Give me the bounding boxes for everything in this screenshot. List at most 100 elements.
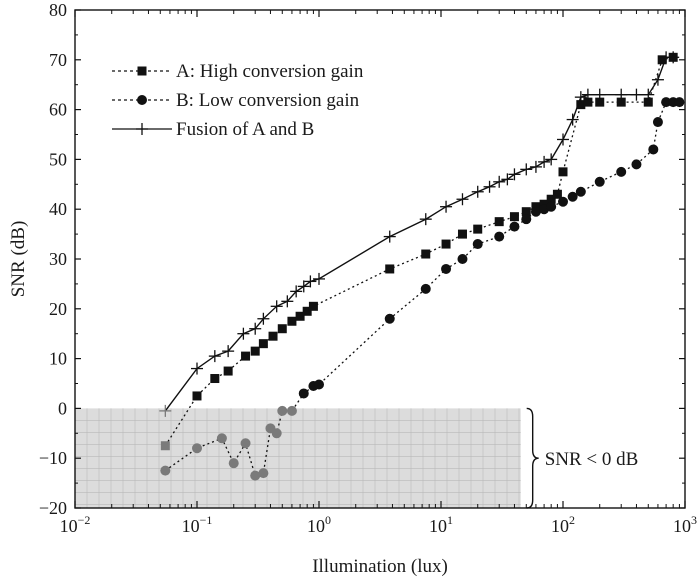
square-marker	[546, 194, 556, 204]
square-marker	[509, 212, 519, 222]
y-axis-title: SNR (dB)	[8, 221, 29, 298]
plus-marker	[290, 285, 303, 298]
plus-marker	[281, 295, 294, 308]
square-marker	[250, 346, 260, 356]
y-tick-label: −20	[39, 498, 67, 518]
x-axis-title: Illumination (lux)	[312, 556, 448, 577]
square-marker	[457, 229, 467, 239]
data-series	[159, 51, 685, 481]
circle-marker	[648, 144, 659, 155]
circle-marker	[298, 388, 309, 399]
plus-marker	[493, 175, 506, 188]
plus-marker	[642, 88, 655, 101]
plus-marker	[249, 322, 262, 335]
snr-annotation: SNR < 0 dB	[526, 407, 639, 509]
circle-marker	[240, 438, 251, 449]
legend-label: Fusion of A and B	[176, 119, 314, 140]
plus-marker	[508, 168, 521, 181]
square-marker	[521, 207, 531, 217]
circle-marker	[271, 428, 282, 439]
annotation-label: SNR < 0 dB	[545, 449, 639, 470]
y-tick-label: 70	[49, 50, 67, 70]
circle-marker	[594, 176, 605, 187]
circle-marker	[250, 470, 261, 481]
circle-marker	[567, 191, 578, 202]
x-tick-label: 100	[307, 513, 331, 536]
annotation-bracket	[526, 407, 539, 509]
circle-marker	[494, 231, 505, 242]
x-tick-label: 102	[551, 513, 575, 536]
y-tick-label: 60	[49, 100, 67, 120]
legend-item: B: Low conversion gain	[112, 90, 360, 111]
square-marker	[473, 224, 483, 234]
square-marker	[302, 306, 312, 316]
plus-marker	[304, 275, 317, 288]
y-tick-label: −10	[39, 448, 67, 468]
plus-marker	[667, 51, 680, 64]
series-square	[160, 52, 678, 451]
circle-marker	[192, 443, 202, 454]
plus-marker	[440, 200, 453, 213]
legend-item: A: High conversion gain	[112, 61, 364, 82]
snr-below-zero-region	[75, 408, 521, 508]
plus-marker	[574, 91, 587, 104]
y-tick-label: 50	[49, 149, 67, 169]
circle-marker	[277, 405, 288, 416]
plus-marker	[538, 155, 551, 168]
square-marker	[494, 217, 504, 227]
x-tick-label: 10−2	[60, 513, 91, 536]
y-tick-label: 80	[49, 0, 67, 20]
circle-marker	[258, 468, 269, 479]
plus-marker	[630, 88, 643, 101]
plus-marker	[456, 193, 469, 206]
plus-marker	[593, 88, 606, 101]
circle-marker	[652, 117, 663, 128]
plus-marker	[581, 88, 594, 101]
y-tick-label: 0	[58, 398, 67, 418]
circle-marker	[674, 97, 685, 108]
square-marker	[595, 97, 605, 107]
shaded-area	[75, 408, 521, 508]
plus-marker	[208, 350, 221, 363]
circle-marker	[546, 201, 557, 212]
plus-marker	[615, 88, 628, 101]
plus-marker	[545, 153, 558, 166]
square-marker	[192, 391, 202, 401]
x-tick-label: 103	[673, 513, 697, 536]
plus-marker	[159, 404, 172, 417]
circle-marker	[661, 97, 672, 108]
legend-item: Fusion of A and B	[112, 119, 314, 140]
legend: A: High conversion gain B: Low conversion…	[112, 61, 364, 140]
plus-marker	[566, 113, 579, 126]
plus-marker	[136, 123, 148, 135]
square-marker	[295, 311, 305, 321]
series-circle	[160, 97, 685, 481]
plus-marker	[257, 312, 270, 325]
plus-marker	[191, 362, 203, 375]
square-marker	[558, 167, 568, 177]
plus-marker	[313, 272, 325, 285]
square-marker	[657, 55, 667, 65]
y-tick-label: 30	[49, 249, 67, 269]
circle-marker	[216, 433, 227, 444]
circle-marker	[228, 458, 239, 469]
plus-marker	[222, 345, 235, 358]
circle-marker	[314, 379, 324, 390]
x-tick-label: 101	[429, 513, 453, 536]
circle-marker	[384, 313, 395, 324]
legend-label: A: High conversion gain	[176, 61, 364, 82]
circle-marker	[457, 254, 468, 264]
square-marker	[385, 264, 395, 274]
square-marker	[583, 97, 593, 107]
square-marker	[643, 97, 653, 107]
plus-marker	[471, 185, 484, 198]
square-marker	[137, 66, 147, 76]
square-marker	[441, 239, 451, 249]
circle-marker	[530, 206, 541, 217]
square-marker	[258, 339, 268, 349]
circle-marker	[420, 283, 431, 294]
square-marker	[421, 249, 431, 259]
plus-marker	[651, 73, 664, 86]
y-tick-label: 20	[49, 299, 67, 319]
square-marker	[268, 331, 278, 341]
